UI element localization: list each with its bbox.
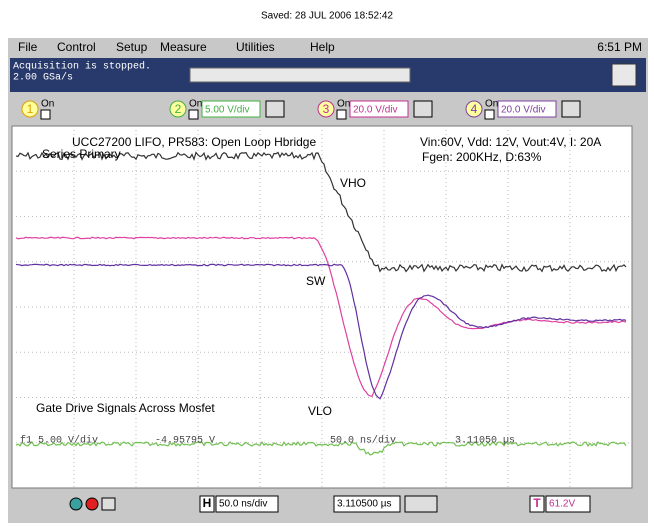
clock: 6:51 PM (597, 40, 642, 54)
vho-label: VHO (340, 176, 366, 190)
level-field: 61.2V (549, 499, 575, 510)
field[interactable] (215, 495, 279, 513)
channel-badge (169, 100, 187, 118)
function-scale: f1 5.00 V/div (20, 435, 98, 447)
position: 3.11050 µs (455, 436, 515, 447)
timebase: 50.0 ns/div (330, 435, 396, 447)
memory-bar (189, 67, 411, 83)
channel-badge (317, 100, 335, 118)
trace (15, 263, 627, 400)
scale-field[interactable] (497, 100, 557, 118)
channel-state: On (485, 99, 498, 110)
scale-field[interactable] (349, 100, 409, 118)
channel-badge (21, 100, 39, 118)
menu-item[interactable]: File (18, 40, 38, 54)
field[interactable] (333, 495, 401, 513)
status-text: 2.00 GSa/s (13, 72, 73, 84)
trace (15, 236, 627, 398)
button[interactable] (69, 497, 83, 511)
status-text: Acquisition is stopped. (13, 61, 151, 73)
checkbox[interactable] (188, 109, 199, 120)
fgen: Fgen: 200KHz, D:63% (422, 150, 542, 164)
channel-scale: 5.00 V/div (205, 105, 249, 116)
sw-label: SW (306, 274, 326, 288)
conditions: Vin:60V, Vdd: 12V, Vout:4V, I: 20A (420, 135, 601, 149)
channel-number: 1 (27, 102, 34, 116)
traces (15, 151, 627, 456)
menu-item[interactable]: Measure (160, 40, 207, 54)
vlo-label: VLO (308, 404, 332, 418)
channel-scale: 20.0 V/div (501, 105, 545, 116)
timebase-field: 50.0 ns/div (219, 499, 267, 510)
screen-title: UCC27200 LIFO, PR583: Open Loop Hbridge (72, 135, 316, 149)
button[interactable] (85, 497, 99, 511)
channel-badge (465, 100, 483, 118)
run-button[interactable] (611, 63, 637, 87)
menu-item[interactable]: Control (57, 40, 96, 54)
coupling[interactable] (413, 100, 433, 118)
t-label: T (533, 496, 541, 510)
menu-bar: File Control Setup Measure Utilities Help (18, 40, 335, 54)
coupling[interactable] (265, 100, 285, 118)
trace (15, 440, 627, 456)
menu-item[interactable]: Utilities (236, 40, 275, 54)
channel-state: On (337, 99, 350, 110)
t-box (529, 495, 545, 513)
toolbar: H 50.0 ns/div 3.110500 µs T 61.2V (69, 495, 591, 513)
field[interactable] (545, 495, 591, 513)
channel-state: On (189, 99, 202, 110)
channel-number: 2 (175, 102, 182, 116)
trace (15, 151, 627, 273)
checkbox[interactable] (484, 109, 495, 120)
saved-stamp: Saved: 28 JUL 2006 18:52:42 (261, 11, 393, 22)
caption: Gate Drive Signals Across Mosfet (36, 401, 215, 415)
checkbox[interactable] (336, 109, 347, 120)
scale-field[interactable] (201, 100, 261, 118)
button[interactable] (101, 497, 116, 511)
h-box (199, 495, 215, 513)
checkbox[interactable] (40, 109, 51, 120)
menu-item[interactable]: Help (310, 40, 335, 54)
channel-scale: 20.0 V/div (353, 105, 397, 116)
channel-number: 3 (323, 102, 330, 116)
screen-subtitle: Series Primary (42, 147, 121, 161)
delay-field: 3.110500 µs (337, 499, 392, 510)
channel-state: On (41, 99, 54, 110)
channel-number: 4 (471, 102, 478, 116)
h-label: H (203, 496, 212, 510)
offset: -4.95795 V (155, 436, 215, 447)
menu-item[interactable]: Setup (116, 40, 148, 54)
button[interactable] (404, 495, 438, 513)
coupling[interactable] (561, 100, 581, 118)
